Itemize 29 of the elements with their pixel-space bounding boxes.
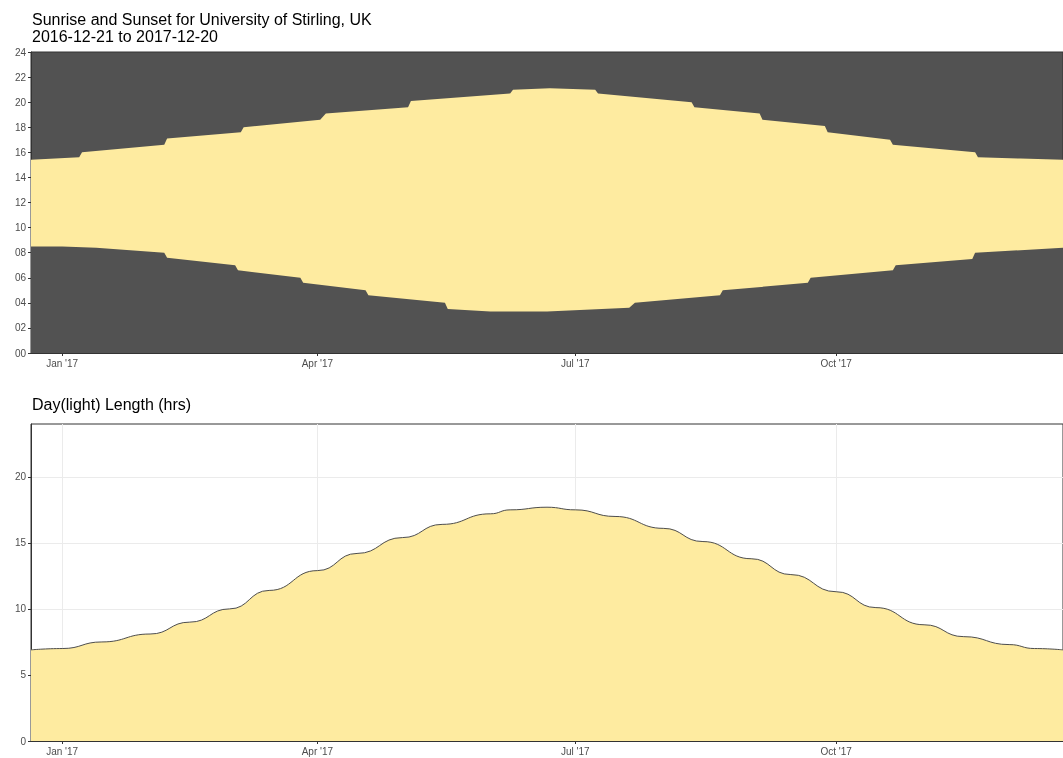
y-tick-label: 20 [14, 471, 27, 483]
y-tick-label: 12 [14, 197, 27, 208]
y-tick-label: 5 [20, 669, 27, 681]
x-tick-label: Jul '17 [561, 357, 591, 369]
y-tick-label: 00 [14, 347, 27, 359]
y-tick-label: 20 [14, 96, 27, 108]
x-tick-label: Jan '17 [46, 357, 79, 369]
x-tick-label: Apr '17 [301, 745, 334, 757]
x-tick-label: Apr '17 [301, 357, 334, 369]
y-tick-label: 08 [14, 247, 27, 259]
y-tick-label: 10 [14, 222, 27, 234]
y-tick-label: 14 [14, 171, 27, 183]
y-tick-label: 22 [14, 71, 27, 83]
y-tick-label: 18 [14, 121, 27, 133]
chart-title: Sunrise and Sunset for University of Stirling, UK [32, 10, 373, 28]
y-tick-label: 06 [14, 272, 27, 284]
y-tick-label: 04 [14, 297, 27, 309]
y-tick-label: 16 [14, 146, 27, 158]
y-tick-label: 0 [20, 735, 27, 747]
x-tick-label: Jul '17 [561, 745, 591, 757]
chart-subtitle: 2016-12-21 to 2017-12-20 [32, 27, 219, 45]
y-tick-label: 10 [14, 603, 27, 615]
chart-title: Day(light) Length (hrs) [32, 395, 192, 413]
y-tick-label: 24 [14, 46, 27, 58]
x-tick-label: Jan '17 [46, 745, 79, 757]
y-tick-label: 02 [14, 322, 27, 334]
y-tick-label: 15 [14, 537, 27, 549]
x-tick-label: Oct '17 [820, 357, 853, 369]
x-tick-label: Oct '17 [820, 745, 853, 757]
